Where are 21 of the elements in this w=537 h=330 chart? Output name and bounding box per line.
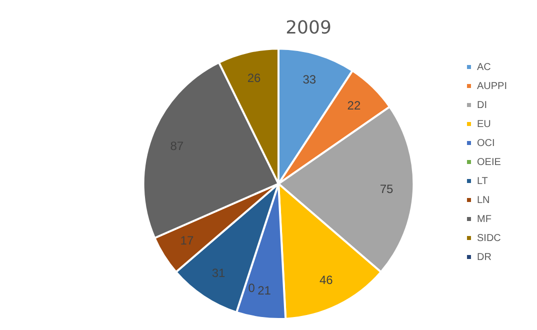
legend-label: EU [476,118,491,130]
legend-label: OEIE [476,156,502,168]
legend-label: MF [476,214,492,225]
chart-title: 2009 [286,17,332,38]
data-label: 33 [302,72,316,86]
legend-label: LN [476,194,490,206]
data-label: 75 [380,182,394,196]
data-label: 26 [247,70,262,85]
data-label: 31 [212,266,226,280]
legend-label: AUPPI [476,80,508,92]
legend-label: LT [476,176,488,187]
data-label: 22 [347,98,361,113]
legend-label: AC [476,62,491,73]
legend-label: DI [476,100,487,111]
legend-label: SIDC [476,232,501,244]
legend-label: DR [476,252,492,263]
text: 0 [248,281,255,296]
data-label: 17 [180,234,194,248]
legend-label: OCI [476,138,495,149]
data-label: 21 [258,283,272,298]
data-label: 46 [319,273,334,288]
